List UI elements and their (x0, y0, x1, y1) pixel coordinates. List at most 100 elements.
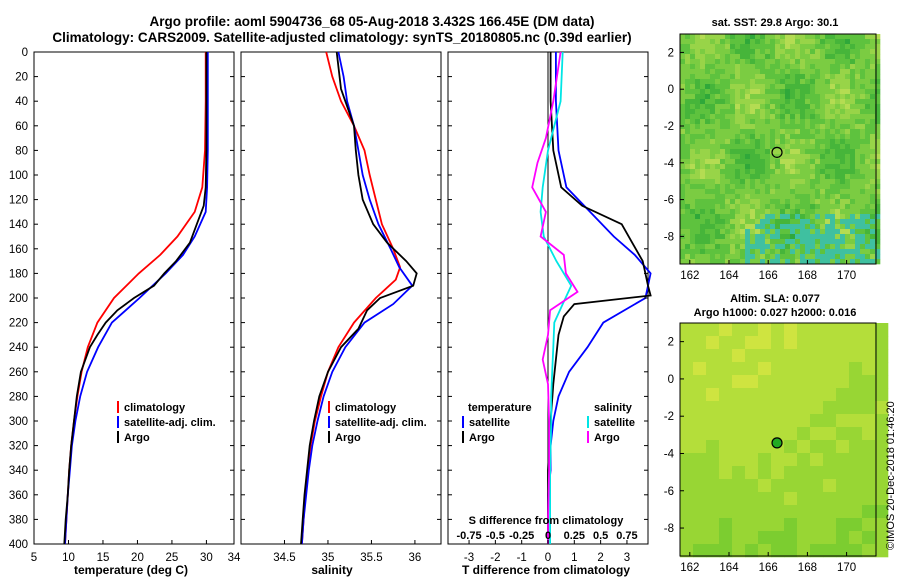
map-cell (720, 99, 726, 105)
map-cell (725, 84, 731, 90)
map-cell (875, 189, 881, 195)
map-cell (719, 349, 733, 363)
map-cell (820, 79, 826, 85)
map-cell (775, 54, 781, 60)
map-cell (770, 139, 776, 145)
map-cell (695, 224, 701, 230)
map-cell (775, 124, 781, 130)
map-cell (785, 189, 791, 195)
map-cell (830, 39, 836, 45)
map-cell (835, 49, 841, 55)
sst-map (680, 34, 881, 265)
map-cell (735, 154, 741, 160)
map-cell (875, 466, 889, 480)
map-cell (865, 69, 871, 75)
map-cell (745, 492, 759, 506)
map-cell (860, 254, 866, 260)
map-cell (810, 401, 824, 415)
map-cell (732, 531, 746, 545)
map-cell (760, 49, 766, 55)
map-cell (855, 109, 861, 115)
map-cell (755, 99, 761, 105)
map-cell (745, 154, 751, 160)
map-cell (836, 466, 850, 480)
map-cell (800, 44, 806, 50)
map-cell (835, 79, 841, 85)
map-cell (860, 184, 866, 190)
map-cell (693, 492, 707, 506)
map-cell (849, 414, 863, 428)
map-cell (765, 114, 771, 120)
map-cell (784, 375, 798, 389)
map-cell (735, 164, 741, 170)
map-cell (695, 39, 701, 45)
map-cell (800, 199, 806, 205)
map-cell (695, 219, 701, 225)
map-cell (720, 169, 726, 175)
map-cell (855, 89, 861, 95)
map-cell (855, 199, 861, 205)
map-cell (800, 249, 806, 255)
map-cell (780, 114, 786, 120)
map-cell (835, 84, 841, 90)
map-cell (825, 144, 831, 150)
map-cell (855, 194, 861, 200)
map-cell (780, 54, 786, 60)
map-cell (815, 179, 821, 185)
map-cell (740, 199, 746, 205)
map-cell (795, 259, 801, 265)
map-cell (860, 194, 866, 200)
map-cell (800, 149, 806, 155)
map-cell (836, 453, 850, 467)
map-cell (775, 214, 781, 220)
map-cell (680, 209, 686, 215)
map-cell (745, 479, 759, 493)
map-cell (805, 249, 811, 255)
map-cell (845, 164, 851, 170)
map-cell (790, 144, 796, 150)
map-cell (695, 189, 701, 195)
map-cell (760, 194, 766, 200)
map-cell (770, 69, 776, 75)
sla-map (680, 323, 889, 558)
map-cell (810, 94, 816, 100)
map-cell (860, 144, 866, 150)
map-cell (855, 154, 861, 160)
map-cell (730, 54, 736, 60)
map-cell (800, 144, 806, 150)
map-cell (735, 174, 741, 180)
map-cell (758, 323, 772, 337)
map-cell (745, 89, 751, 95)
map-cell (745, 44, 751, 50)
map-cell (850, 204, 856, 210)
map-cell (845, 84, 851, 90)
map-cell (706, 375, 720, 389)
map-cell (795, 134, 801, 140)
map-cell (750, 99, 756, 105)
map-cell (730, 224, 736, 230)
map-cell (830, 124, 836, 130)
map-cell (815, 104, 821, 110)
map-cell (771, 453, 785, 467)
map-cell (755, 54, 761, 60)
map-cell (755, 259, 761, 265)
depth-tick-label: 80 (15, 145, 28, 157)
map-cell (850, 124, 856, 130)
map-cell (735, 94, 741, 100)
map-cell (855, 229, 861, 235)
map-cell (790, 204, 796, 210)
map-cell (810, 174, 816, 180)
map-cell (725, 239, 731, 245)
map-cell (730, 164, 736, 170)
map-cell (795, 69, 801, 75)
map-cell (810, 164, 816, 170)
map-cell (775, 89, 781, 95)
map-cell (775, 49, 781, 55)
map-cell (780, 89, 786, 95)
map-cell (695, 54, 701, 60)
map-cell (720, 74, 726, 80)
map-cell (865, 109, 871, 115)
map-cell (695, 169, 701, 175)
map-cell (710, 249, 716, 255)
map-cell (730, 199, 736, 205)
